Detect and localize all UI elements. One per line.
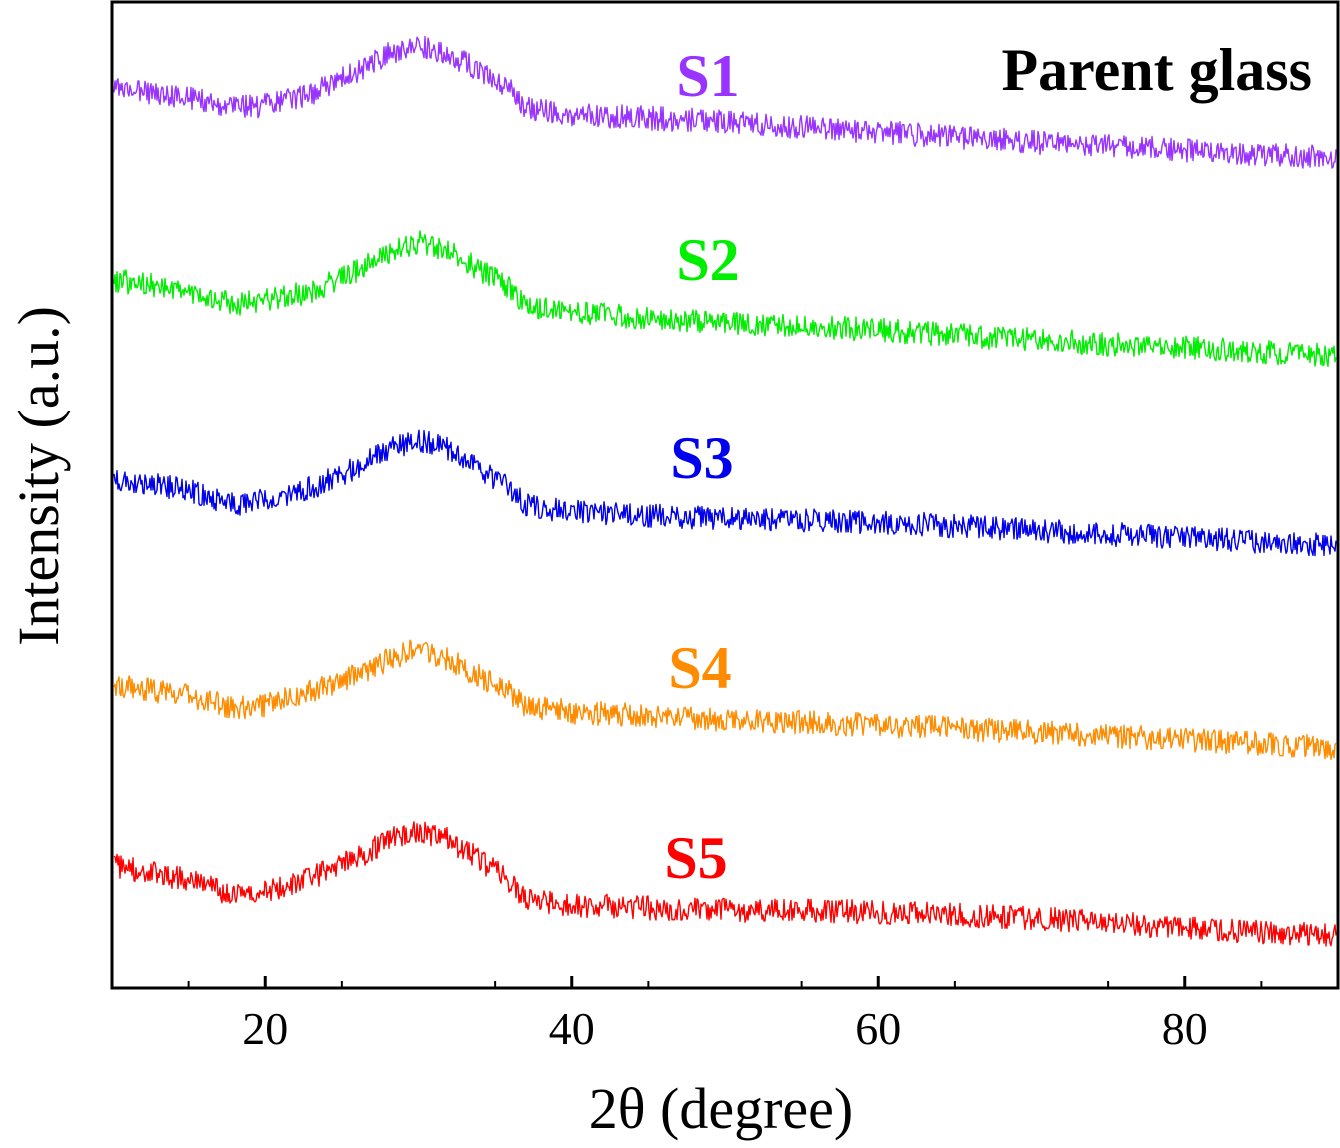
series-label-s5: S5 [664, 825, 727, 891]
x-tick-label: 80 [1162, 1003, 1208, 1054]
plot-frame [110, 0, 1340, 990]
series-label-s2: S2 [676, 227, 739, 293]
x-axis-title: 2θ (degree) [589, 1076, 853, 1141]
x-axis: 20 40 60 80 [187, 976, 1263, 1054]
y-axis-title: Intensity (a.u.) [6, 306, 71, 646]
series-line-s5 [113, 821, 1337, 947]
series-line-s3 [113, 429, 1337, 557]
series-label-s4: S4 [668, 635, 731, 701]
series-group: S1 S2 S3 S4 S5 [113, 35, 1337, 947]
x-tick-label: 20 [242, 1003, 288, 1054]
series-label-s1: S1 [676, 43, 739, 109]
x-tick-label: 40 [549, 1003, 595, 1054]
series-line-s4 [113, 639, 1337, 761]
series-line-s1 [113, 35, 1337, 169]
series-line-s2 [113, 230, 1337, 368]
series-label-s3: S3 [670, 425, 733, 491]
chart-title: Parent glass [1001, 37, 1312, 103]
x-tick-label: 60 [855, 1003, 901, 1054]
